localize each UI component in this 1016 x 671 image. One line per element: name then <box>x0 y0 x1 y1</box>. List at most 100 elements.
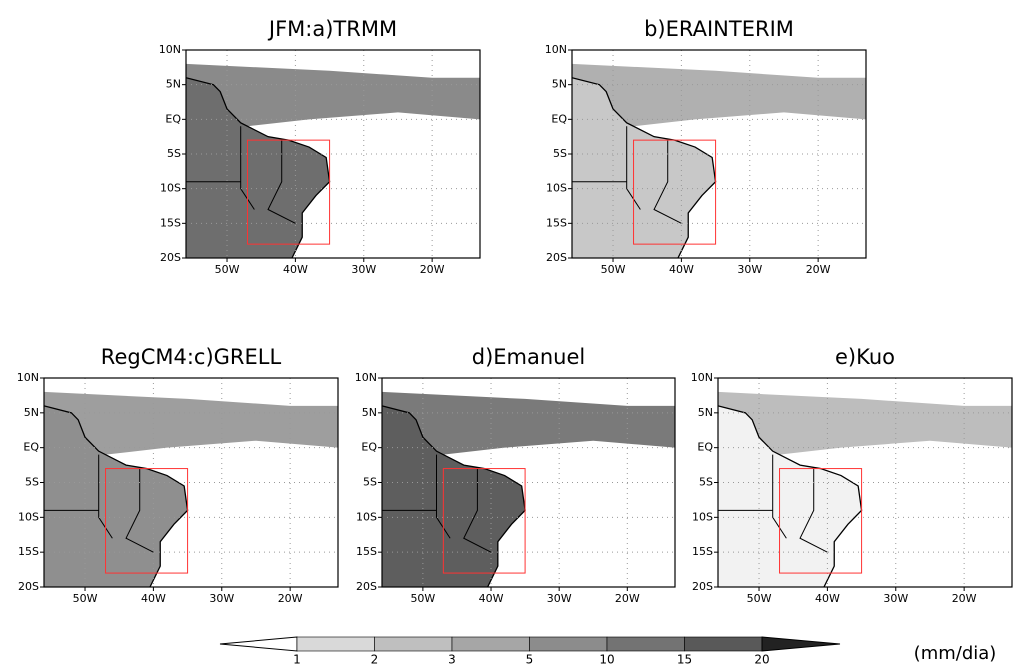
lat-tick-label: 5S <box>699 476 713 489</box>
panel-title: e)Kuo <box>835 345 895 369</box>
colorbar-label: 5 <box>526 653 534 667</box>
coastline <box>718 405 863 587</box>
lon-tick-label: 20W <box>806 263 831 276</box>
itcz-band <box>718 391 1012 462</box>
panel-title: b)ERAINTERIM <box>644 17 794 41</box>
land-shading <box>44 405 188 587</box>
map-panel: 10N 5N EQ 5S 10S 15S 20S 50W 40W 30W 20W e)Kuo <box>691 345 1013 605</box>
colorbar-segment <box>684 636 763 652</box>
lon-tick-label: 40W <box>283 263 308 276</box>
highlight-box <box>247 139 331 245</box>
lat-tick-label: 5N <box>24 406 39 419</box>
lat-tick-label: 20S <box>692 580 713 593</box>
colorbar-units: (mm/dia) <box>914 643 997 664</box>
colorbar-segment <box>296 636 375 652</box>
lon-tick-label: 50W <box>410 592 435 605</box>
colorbar-segment <box>451 636 530 652</box>
map-frame <box>381 377 676 588</box>
map-frame <box>185 49 481 259</box>
highlight-box <box>105 468 189 574</box>
shading <box>186 63 480 258</box>
lat-tick-label: 5S <box>167 147 181 160</box>
lat-tick-label: 5N <box>362 406 377 419</box>
land-shading <box>382 405 526 587</box>
colorbar-label: 1 <box>293 653 301 667</box>
highlight-box <box>633 139 717 245</box>
colorbar-label: 2 <box>371 653 379 667</box>
lat-tick-label: 15S <box>546 216 567 229</box>
lat-tick-label: 20S <box>160 251 181 264</box>
itcz-band <box>186 63 480 134</box>
land-shading <box>572 77 716 258</box>
lon-tick-label: 40W <box>141 592 166 605</box>
highlight-box <box>779 468 863 574</box>
state-borders <box>44 454 154 553</box>
lat-tick-label: 20S <box>356 580 377 593</box>
colorbar-segment <box>606 636 685 652</box>
lat-tick-label: 10S <box>546 182 567 195</box>
lat-tick-label: 5S <box>363 476 377 489</box>
itcz-band <box>572 63 866 134</box>
lat-tick-label: 20S <box>546 251 567 264</box>
lon-tick-label: 30W <box>351 263 376 276</box>
colorbar-segment <box>529 636 608 652</box>
lon-tick-label: 30W <box>209 592 234 605</box>
colorbar-label: 15 <box>677 653 692 667</box>
shading <box>382 391 675 587</box>
shading <box>572 63 866 258</box>
land-shading <box>718 405 862 587</box>
panel-title: d)Emanuel <box>472 345 586 369</box>
coastline <box>572 77 717 258</box>
lat-tick-label: EQ <box>697 441 713 454</box>
lat-tick-label: 5N <box>166 78 181 91</box>
highlight-box <box>442 468 526 574</box>
map-panel: 10N 5N EQ 5S 10S 15S 20S 50W 40W 30W 20W d)Emanuel <box>355 345 676 605</box>
itcz-band <box>44 391 338 462</box>
lon-tick-label: 40W <box>815 592 840 605</box>
shading <box>44 391 338 587</box>
lat-tick-label: 5S <box>25 476 39 489</box>
colorbar-high <box>761 636 841 652</box>
lat-tick-label: EQ <box>551 112 567 125</box>
lon-tick-label: 50W <box>601 263 626 276</box>
state-borders <box>186 126 296 224</box>
state-borders <box>572 126 682 224</box>
lon-tick-label: 40W <box>479 592 504 605</box>
panel-title: RegCM4:c)GRELL <box>101 345 282 369</box>
colorbar-label: 20 <box>754 653 769 667</box>
lat-tick-label: 10N <box>691 371 713 384</box>
lat-tick-label: 10S <box>18 510 39 523</box>
lat-tick-label: 20S <box>18 580 39 593</box>
panel-title: JFM:a)TRMM <box>267 17 397 41</box>
lat-tick-label: 10S <box>160 182 181 195</box>
lat-tick-label: 15S <box>160 216 181 229</box>
lon-tick-label: 40W <box>669 263 694 276</box>
map-frame <box>571 49 867 259</box>
lat-tick-label: 5S <box>553 147 567 160</box>
colorbar-segment <box>374 636 453 652</box>
lat-tick-label: 15S <box>18 545 39 558</box>
coastline <box>382 405 526 587</box>
lat-tick-label: 10S <box>692 510 713 523</box>
lat-tick-label: EQ <box>165 112 181 125</box>
map-panel: 10N 5N EQ 5S 10S 15S 20S 50W 40W 30W 20W RegCM4:c)G… <box>17 345 339 605</box>
itcz-band <box>382 391 675 462</box>
state-borders <box>718 454 828 553</box>
shading <box>718 391 1012 587</box>
lon-tick-label: 20W <box>952 592 977 605</box>
lat-tick-label: EQ <box>23 441 39 454</box>
lon-tick-label: 50W <box>747 592 772 605</box>
lat-tick-label: 10N <box>159 43 181 56</box>
state-borders <box>382 454 492 553</box>
lon-tick-label: 50W <box>73 592 98 605</box>
colorbar-label: 3 <box>448 653 456 667</box>
lat-tick-label: 15S <box>356 545 377 558</box>
map-panel: 10N 5N EQ 5S 10S 15S 20S 50W 40W 30W 20W b)ERAINTER… <box>545 17 867 276</box>
lon-tick-label: 20W <box>615 592 640 605</box>
coastline <box>44 405 189 587</box>
colorbar-low <box>219 636 298 652</box>
land-shading <box>186 77 330 258</box>
map-frame <box>717 377 1013 588</box>
map-panel: 10N 5N EQ 5S 10S 15S 20S 50W 40W 30W 20W JFM:a)TRMM <box>159 17 481 276</box>
